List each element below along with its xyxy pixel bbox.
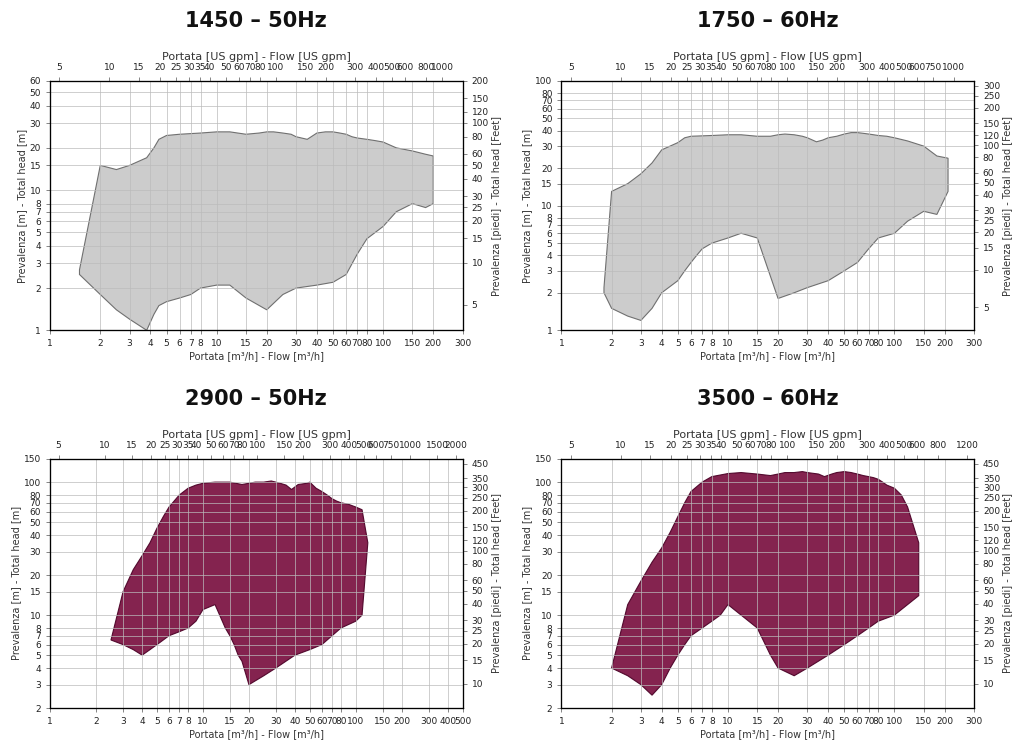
X-axis label: Portata [m³/h] - Flow [m³/h]: Portata [m³/h] - Flow [m³/h]: [188, 729, 324, 739]
X-axis label: Portata [m³/h] - Flow [m³/h]: Portata [m³/h] - Flow [m³/h]: [700, 729, 836, 739]
Title: 1450 – 50Hz: 1450 – 50Hz: [185, 11, 328, 31]
Title: 1750 – 60Hz: 1750 – 60Hz: [697, 11, 839, 31]
X-axis label: Portata [m³/h] - Flow [m³/h]: Portata [m³/h] - Flow [m³/h]: [188, 351, 324, 361]
Y-axis label: Prevalenza [m] - Total head [m]: Prevalenza [m] - Total head [m]: [11, 506, 22, 661]
Y-axis label: Prevalenza [piedi] - Total head [Feet]: Prevalenza [piedi] - Total head [Feet]: [492, 116, 502, 296]
Title: 2900 – 50Hz: 2900 – 50Hz: [185, 389, 328, 409]
Y-axis label: Prevalenza [piedi] - Total head [Feet]: Prevalenza [piedi] - Total head [Feet]: [1002, 494, 1013, 674]
Y-axis label: Prevalenza [m] - Total head [m]: Prevalenza [m] - Total head [m]: [522, 128, 532, 283]
Y-axis label: Prevalenza [piedi] - Total head [Feet]: Prevalenza [piedi] - Total head [Feet]: [492, 494, 502, 674]
X-axis label: Portata [US gpm] - Flow [US gpm]: Portata [US gpm] - Flow [US gpm]: [162, 52, 351, 62]
X-axis label: Portata [US gpm] - Flow [US gpm]: Portata [US gpm] - Flow [US gpm]: [162, 430, 351, 440]
Y-axis label: Prevalenza [m] - Total head [m]: Prevalenza [m] - Total head [m]: [522, 506, 532, 661]
Y-axis label: Prevalenza [piedi] - Total head [Feet]: Prevalenza [piedi] - Total head [Feet]: [1002, 116, 1013, 296]
Polygon shape: [80, 132, 433, 330]
Polygon shape: [611, 472, 919, 695]
X-axis label: Portata [US gpm] - Flow [US gpm]: Portata [US gpm] - Flow [US gpm]: [673, 430, 862, 440]
Y-axis label: Prevalenza [m] - Total head [m]: Prevalenza [m] - Total head [m]: [16, 128, 27, 283]
Polygon shape: [111, 481, 368, 685]
Title: 3500 – 60Hz: 3500 – 60Hz: [697, 389, 839, 409]
X-axis label: Portata [m³/h] - Flow [m³/h]: Portata [m³/h] - Flow [m³/h]: [700, 351, 836, 361]
X-axis label: Portata [US gpm] - Flow [US gpm]: Portata [US gpm] - Flow [US gpm]: [673, 52, 862, 62]
Polygon shape: [604, 133, 948, 320]
